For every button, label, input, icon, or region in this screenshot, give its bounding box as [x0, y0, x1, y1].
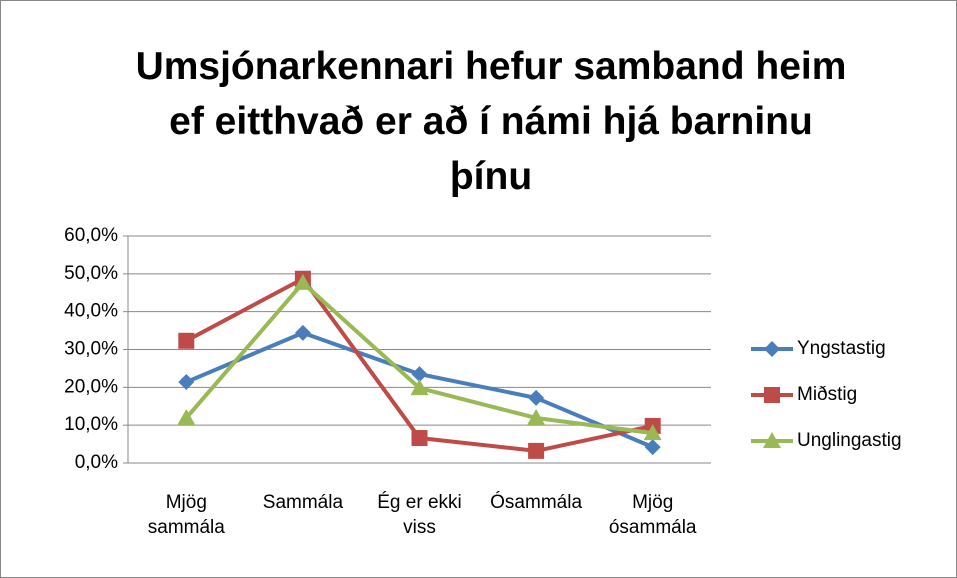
marker	[410, 379, 429, 396]
marker	[294, 324, 311, 341]
x-tick-label: Sammála	[262, 492, 344, 513]
y-tick-label: 10,0%	[64, 414, 118, 435]
y-tick-label: 50,0%	[64, 263, 118, 284]
marker	[764, 341, 780, 357]
marker	[411, 366, 428, 383]
marker	[764, 387, 780, 403]
marker	[178, 332, 195, 349]
marker	[528, 442, 545, 459]
marker	[763, 432, 781, 448]
marker	[178, 374, 195, 391]
marker	[177, 408, 196, 425]
y-tick-label: 0,0%	[75, 452, 118, 473]
marker	[643, 424, 662, 441]
x-tick-label: Mjög ósammála	[608, 492, 697, 538]
legend-label: Unglingastig	[797, 430, 902, 451]
y-tick-label: 30,0%	[64, 339, 118, 360]
marker	[528, 389, 545, 406]
y-tick-label: 40,0%	[64, 301, 118, 322]
chart-title: Umsjónarkennari hefur samband heim ef ei…	[135, 45, 847, 198]
x-tick-label: Mjög sammála	[147, 492, 225, 538]
legend-label: Yngstastig	[797, 338, 886, 359]
marker	[411, 430, 428, 447]
legend-label: Miðstig	[797, 384, 857, 405]
y-tick-label: 60,0%	[64, 225, 118, 246]
y-tick-label: 20,0%	[64, 376, 118, 397]
marker	[293, 273, 312, 290]
marker	[644, 439, 661, 456]
x-tick-label: Ósammála	[490, 492, 583, 513]
x-tick-label: Ég er ekki viss	[377, 492, 462, 538]
marker	[527, 408, 546, 425]
